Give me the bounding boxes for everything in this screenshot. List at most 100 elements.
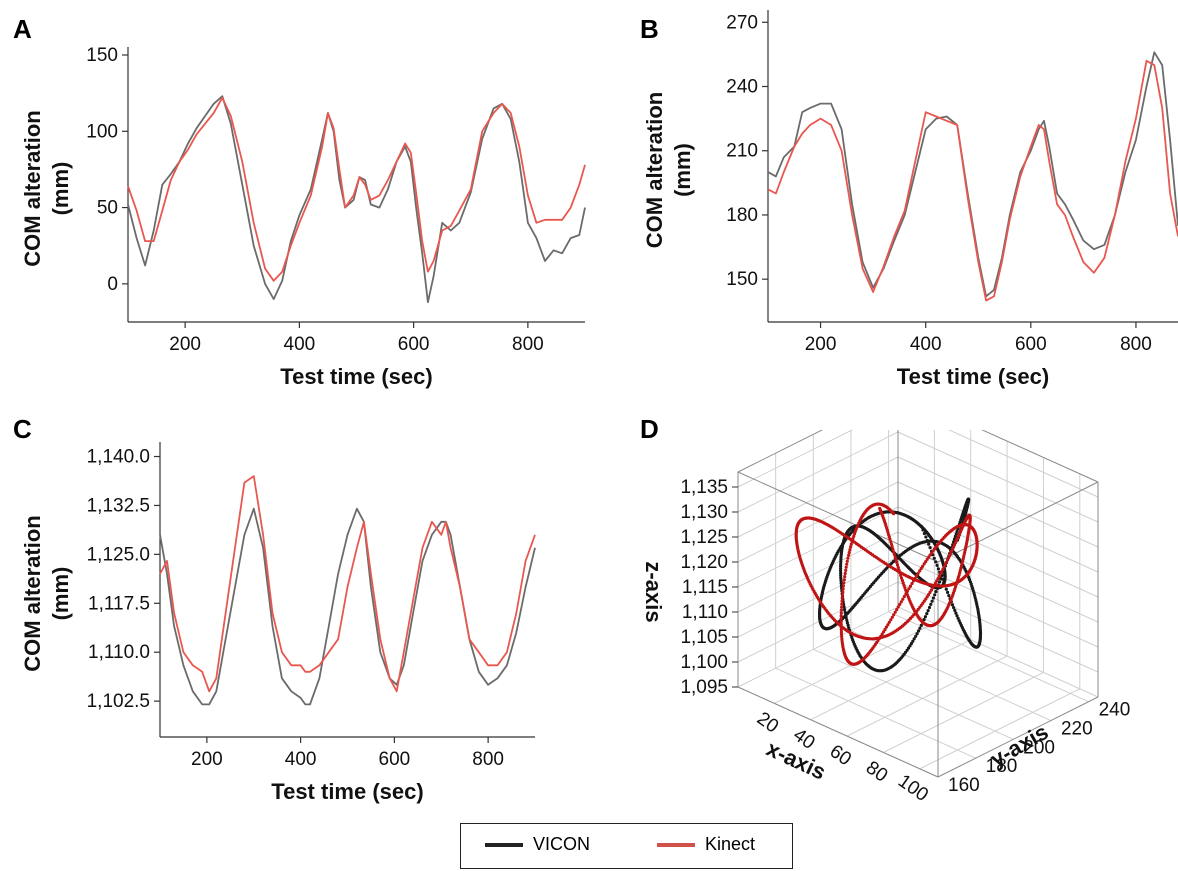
data-point-kinect bbox=[886, 623, 890, 627]
data-point-kinect bbox=[894, 558, 898, 562]
grid-line-z-back bbox=[897, 606, 1099, 698]
y-axis-title-unit-b: (mm) bbox=[670, 143, 695, 197]
data-point-kinect bbox=[840, 605, 844, 609]
data-point-kinect bbox=[940, 570, 944, 574]
data-point-vicon bbox=[927, 605, 932, 610]
data-point-vicon bbox=[940, 577, 944, 581]
data-point-kinect bbox=[896, 605, 900, 609]
data-point-kinect bbox=[888, 537, 892, 541]
grid-line-z-left bbox=[737, 606, 899, 688]
data-point-kinect bbox=[890, 545, 894, 549]
data-point-vicon bbox=[912, 637, 916, 641]
data-point-kinect bbox=[889, 618, 893, 622]
y-tick-label: 220 bbox=[1061, 719, 1093, 740]
data-point-kinect bbox=[901, 581, 905, 585]
data-point-vicon bbox=[843, 608, 847, 612]
data-point-kinect bbox=[882, 630, 886, 634]
y-tick-label-a: 0 bbox=[107, 274, 118, 295]
data-point-vicon bbox=[954, 532, 958, 536]
data-point-kinect bbox=[929, 588, 933, 592]
x-tick-label-c: 400 bbox=[285, 749, 317, 770]
x-axis-title-b: Test time (sec) bbox=[897, 364, 1049, 389]
grid-line-z-back bbox=[897, 556, 1099, 648]
y-tick-label: 180 bbox=[986, 756, 1018, 777]
data-point-kinect bbox=[839, 611, 843, 615]
legend-swatch-vicon bbox=[485, 842, 523, 847]
data-point-kinect bbox=[905, 591, 909, 595]
grid-line-y-floor bbox=[775, 667, 976, 759]
data-point-vicon bbox=[947, 594, 951, 598]
y-tick-label-c: 1,102.5 bbox=[87, 691, 150, 712]
series-line-kinect-a bbox=[127, 96, 586, 282]
data-point-kinect bbox=[897, 568, 901, 572]
data-point-kinect bbox=[928, 590, 932, 594]
data-point-vicon bbox=[933, 593, 937, 597]
data-point-kinect bbox=[843, 575, 847, 579]
z-tick-label: 1,100 bbox=[680, 652, 728, 673]
data-point-vicon bbox=[922, 531, 926, 536]
data-point-vicon bbox=[839, 579, 843, 583]
data-point-vicon bbox=[845, 621, 849, 625]
data-point-kinect bbox=[936, 577, 940, 581]
panel-label-c: C bbox=[13, 414, 32, 444]
data-point-vicon bbox=[839, 576, 843, 580]
x-tick-label-a: 600 bbox=[398, 334, 430, 355]
x-axis-title-a: Test time (sec) bbox=[280, 364, 432, 389]
z-tick-label: 1,135 bbox=[680, 477, 728, 498]
data-point-vicon bbox=[911, 639, 915, 643]
data-point-kinect bbox=[839, 630, 843, 634]
data-point-kinect bbox=[924, 560, 928, 564]
data-point-kinect bbox=[898, 602, 902, 606]
data-point-vicon bbox=[958, 621, 962, 625]
y-tick-label-c: 1,132.5 bbox=[87, 495, 150, 516]
x-tick-label-c: 600 bbox=[379, 749, 411, 770]
data-point-kinect bbox=[846, 556, 850, 560]
grid-line-z-back bbox=[897, 581, 1099, 673]
data-point-kinect bbox=[899, 576, 904, 580]
x-tick-label-b: 800 bbox=[1120, 334, 1152, 355]
data-point-kinect bbox=[845, 559, 849, 563]
data-point-kinect bbox=[908, 584, 913, 588]
data-point-kinect bbox=[840, 602, 844, 606]
data-point-kinect bbox=[892, 550, 896, 554]
series-line-kinect-b bbox=[767, 59, 1178, 302]
data-point-vicon bbox=[927, 542, 931, 546]
panel-label-b: B bbox=[640, 14, 659, 44]
legend-item-kinect: Kinect bbox=[657, 834, 755, 855]
box-edge bbox=[981, 430, 1099, 483]
data-point-vicon bbox=[839, 571, 843, 575]
data-point-kinect bbox=[890, 615, 894, 619]
z-tick-label: 1,095 bbox=[680, 677, 728, 698]
data-point-vicon bbox=[936, 567, 940, 571]
y-axis-title-a: COM alteration bbox=[20, 110, 45, 266]
data-point-vicon bbox=[953, 608, 957, 612]
data-point-kinect bbox=[844, 568, 848, 572]
data-point-kinect bbox=[900, 578, 904, 583]
x-tick-label-b: 200 bbox=[805, 334, 837, 355]
y-tick-label-c: 1,110.0 bbox=[88, 642, 150, 663]
y-tick-label-c: 1,125.0 bbox=[87, 544, 150, 565]
data-point-vicon bbox=[839, 564, 843, 568]
data-point-vicon bbox=[846, 623, 850, 627]
data-point-kinect bbox=[847, 550, 851, 555]
data-point-kinect bbox=[849, 545, 853, 549]
legend: VICON Kinect bbox=[460, 823, 793, 869]
y-tick-label: 200 bbox=[1023, 737, 1055, 758]
grid-line-y-floor bbox=[850, 630, 1052, 721]
data-point-kinect bbox=[844, 565, 848, 569]
data-point-vicon bbox=[909, 642, 913, 646]
data-point-kinect bbox=[839, 608, 843, 612]
data-point-kinect bbox=[845, 562, 849, 566]
z-tick-label: 1,115 bbox=[682, 577, 728, 598]
z-tick-label: 1,110 bbox=[682, 602, 728, 623]
x-tick-label: 80 bbox=[862, 757, 891, 786]
data-point-kinect bbox=[852, 532, 857, 536]
box-edge bbox=[737, 430, 824, 473]
x-tick-label-a: 800 bbox=[512, 334, 544, 355]
y-axis-title-unit-a: (mm) bbox=[48, 162, 73, 216]
legend-label-kinect: Kinect bbox=[705, 834, 756, 854]
grid-line-z-back bbox=[897, 456, 1099, 548]
z-axis-title-d: z-axis bbox=[641, 561, 666, 622]
x-tick-label: 20 bbox=[753, 708, 782, 737]
grid-line-z-back bbox=[897, 481, 1099, 573]
